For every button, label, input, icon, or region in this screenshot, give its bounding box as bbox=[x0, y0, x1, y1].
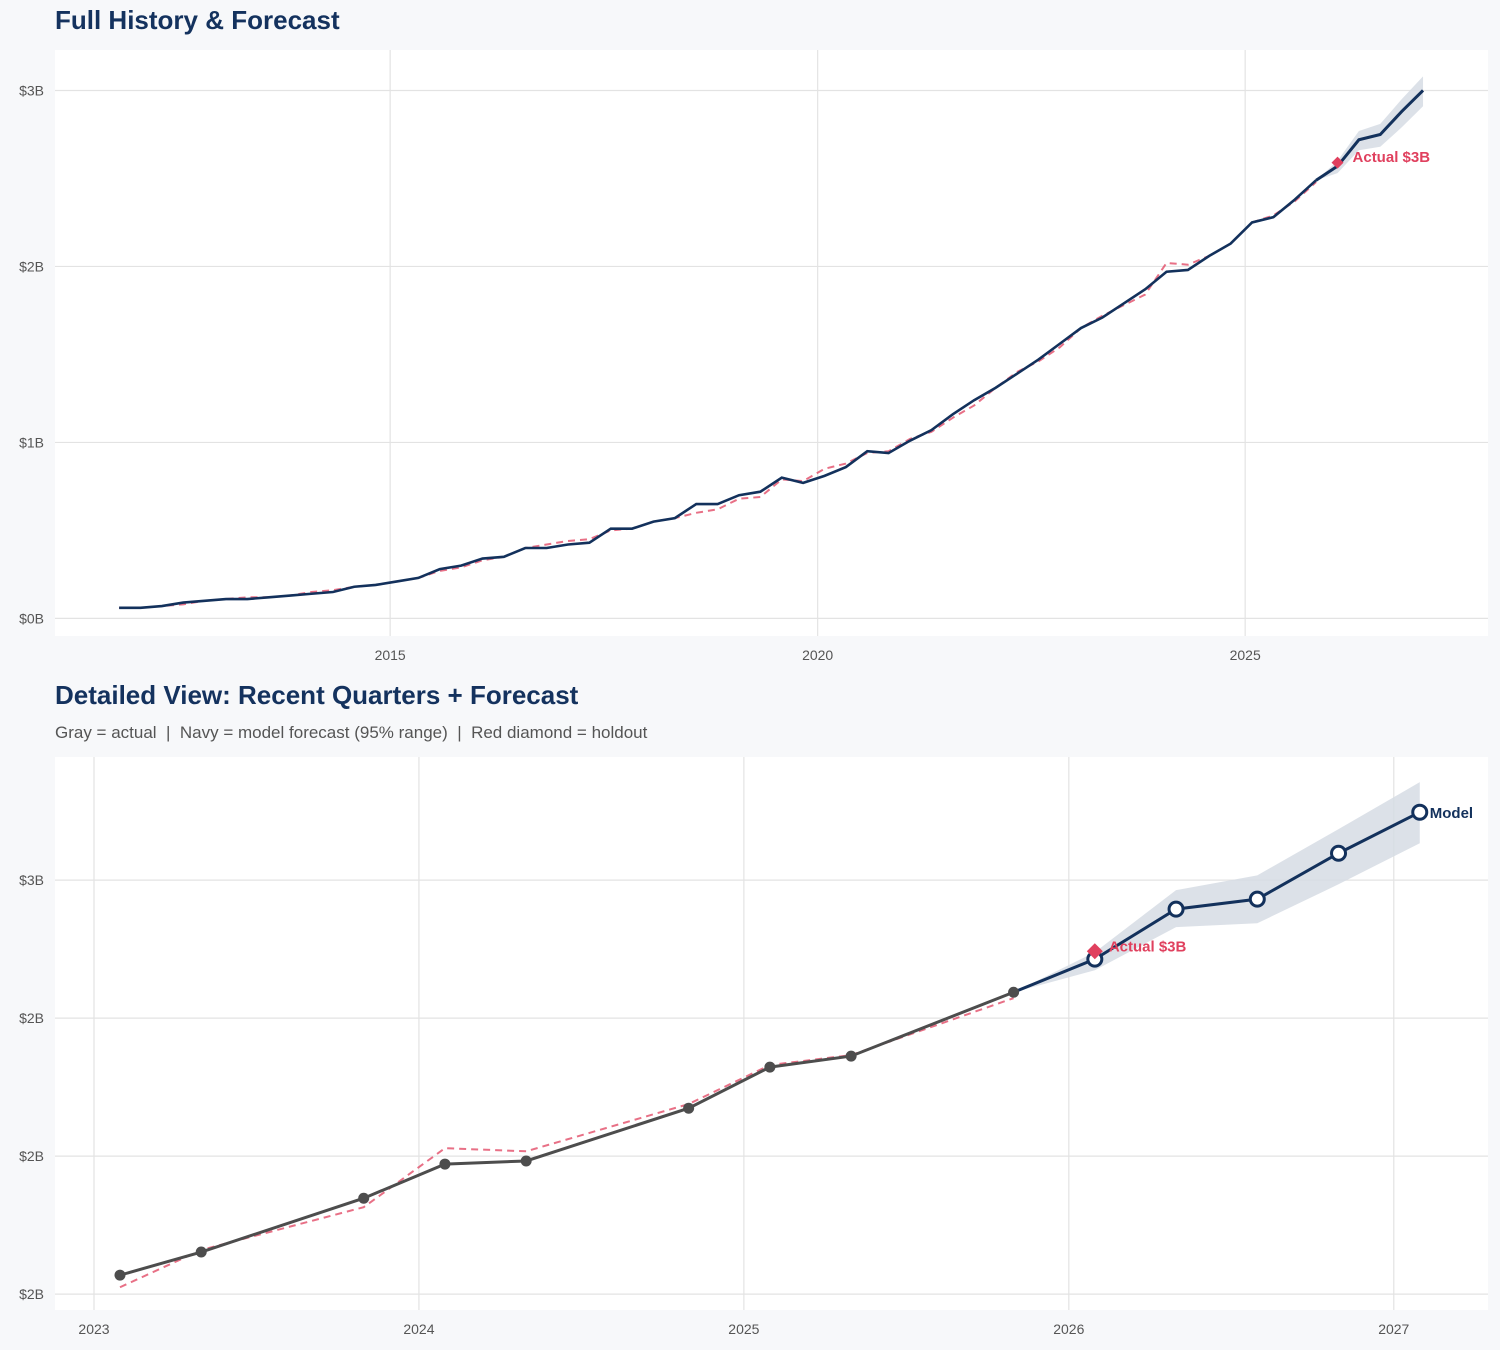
holdout-diamond bbox=[1086, 943, 1103, 960]
y-tick-label: $2B bbox=[19, 1010, 44, 1026]
y-tick-label: $0B bbox=[19, 610, 44, 626]
x-tick-label: 2025 bbox=[728, 1321, 759, 1337]
plot-area bbox=[55, 757, 1488, 1310]
actual-point bbox=[1008, 986, 1020, 998]
forecast-point bbox=[1411, 803, 1429, 821]
forecast-point bbox=[1167, 900, 1185, 918]
forecast-line bbox=[1315, 89, 1425, 182]
x-tick-label: 2020 bbox=[802, 647, 833, 663]
y-tick-label: $3B bbox=[19, 82, 44, 98]
history-chart: 2015 2020 2025 $0B $1B $2B $3B Actual $3B bbox=[19, 50, 1488, 663]
actual-point bbox=[114, 1269, 126, 1281]
y-tick-label: $2B bbox=[19, 258, 44, 274]
holdout-label: Actual $3B bbox=[1109, 938, 1187, 955]
forecast-95-band bbox=[1013, 782, 1420, 993]
x-tick-label: 2024 bbox=[403, 1321, 434, 1337]
x-tick-label: 2026 bbox=[1053, 1321, 1084, 1337]
holdout-label: Actual $3B bbox=[1353, 149, 1431, 166]
plot-area bbox=[55, 50, 1488, 636]
top-chart-title: Full History & Forecast bbox=[55, 5, 340, 35]
actual-point bbox=[195, 1246, 207, 1258]
forecast-label: Model bbox=[1430, 805, 1473, 822]
actual-point bbox=[764, 1061, 776, 1073]
detail-chart: 2023 2024 2025 2026 2027 $2B $2B $2B $3B Model Act… bbox=[19, 757, 1488, 1337]
actual-point bbox=[520, 1155, 532, 1167]
y-tick-label: $1B bbox=[19, 434, 44, 450]
actual-point bbox=[439, 1158, 451, 1170]
y-tick-label: $2B bbox=[19, 1148, 44, 1164]
fitted-line bbox=[119, 997, 1014, 1289]
actual-point bbox=[845, 1050, 857, 1062]
x-tick-label: 2025 bbox=[1230, 647, 1261, 663]
forecast-point bbox=[1248, 890, 1266, 908]
holdout-diamond bbox=[1331, 156, 1344, 169]
forecast-line bbox=[1013, 810, 1421, 994]
forecast-point bbox=[1330, 844, 1348, 862]
y-tick-label: $3B bbox=[19, 872, 44, 888]
bottom-chart-subtitle: Gray = actual | Navy = model forecast (9… bbox=[55, 723, 648, 742]
x-tick-label: 2027 bbox=[1378, 1321, 1409, 1337]
y-tick-label: $2B bbox=[19, 1286, 44, 1302]
actual-point bbox=[683, 1102, 695, 1114]
forecast-95-band bbox=[1316, 76, 1424, 181]
actual-point bbox=[358, 1192, 370, 1204]
actual-line bbox=[119, 179, 1318, 610]
x-tick-label: 2015 bbox=[375, 647, 406, 663]
x-tick-label: 2023 bbox=[78, 1321, 109, 1337]
bottom-chart-title: Detailed View: Recent Quarters + Forecas… bbox=[55, 680, 579, 710]
